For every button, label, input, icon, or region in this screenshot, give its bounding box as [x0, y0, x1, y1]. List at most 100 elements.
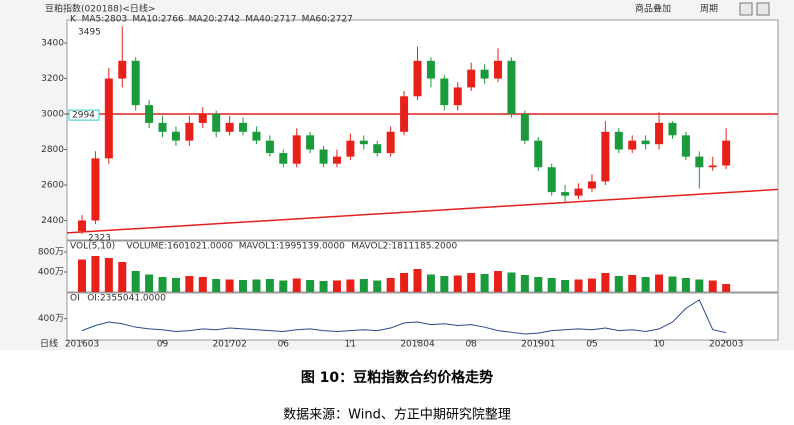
volume-bar: [400, 273, 409, 292]
volume-bar: [239, 280, 248, 292]
volume-bar: [319, 281, 328, 292]
x-tick-label: 11: [345, 340, 356, 350]
volume-bar: [292, 278, 301, 292]
candle-body: [78, 220, 86, 232]
volume-bar: [386, 278, 395, 292]
volume-bar: [346, 279, 355, 292]
volume-bar: [225, 279, 234, 292]
y-tick-label: 2600: [41, 181, 64, 191]
volume-bar: [279, 280, 288, 292]
toolbar-button[interactable]: 周期: [700, 4, 718, 15]
volume-bar: [332, 280, 341, 292]
candle-body: [628, 140, 637, 150]
candle-body: [198, 114, 207, 123]
candle-body: [695, 156, 704, 168]
volume-bar: [426, 274, 435, 292]
x-tick-label: 05: [586, 340, 597, 350]
volume-bar: [695, 279, 704, 292]
candle-body: [131, 60, 140, 106]
candle-body: [332, 156, 341, 164]
x-tick-label: 10: [653, 340, 665, 350]
volume-bar: [628, 275, 637, 292]
volume-bar: [641, 277, 650, 292]
candle-body: [641, 140, 650, 145]
volume-bar: [265, 279, 274, 292]
price-box-label: 2994: [72, 111, 95, 121]
candle-body: [668, 122, 677, 136]
legend-entry: MAVOL1:1995139.0000: [239, 242, 345, 252]
min-label: 2323: [88, 234, 111, 244]
candle-body: [118, 60, 127, 79]
legend-entry: MA10:2766: [132, 15, 184, 25]
candle-body: [346, 140, 355, 157]
candle-body: [252, 131, 261, 141]
candle-body: [480, 69, 489, 79]
trend-line: [66, 188, 779, 234]
candle-body: [440, 78, 449, 106]
legend-entry: MA60:2727: [302, 15, 353, 25]
volume-bar: [507, 272, 516, 292]
candle-body: [171, 131, 180, 141]
candle-body: [453, 87, 462, 106]
candle-body: [386, 131, 395, 154]
candle-body: [400, 96, 409, 132]
volume-bar: [453, 275, 462, 292]
y-tick-label: 400万: [38, 268, 64, 278]
x-tick-label: 08: [465, 340, 477, 350]
volume-bar: [440, 276, 449, 292]
toolbar-icon[interactable]: [756, 2, 770, 16]
candle-body: [104, 78, 113, 159]
volume-bar: [587, 278, 596, 292]
x-tick-label: 09: [157, 340, 169, 350]
candle-body: [494, 60, 503, 79]
volume-bar: [467, 273, 476, 292]
candle-body: [708, 165, 717, 168]
x-tick-label: 201702: [212, 340, 246, 350]
volume-bar: [118, 262, 127, 292]
legend-entry: VOL(5,10): [70, 242, 115, 252]
oi-panel: [66, 292, 779, 341]
candle-body: [373, 144, 382, 154]
volume-bar: [373, 280, 382, 292]
volume-bar: [520, 275, 529, 292]
y-tick-label: 3200: [41, 74, 64, 84]
candle-body: [239, 122, 248, 132]
legend-entry: MA20:2742: [189, 15, 240, 25]
volume-bar: [561, 280, 570, 292]
x-tick-label: 06: [278, 340, 290, 350]
toolbar-icon[interactable]: [739, 2, 753, 16]
volume-bar: [78, 259, 86, 292]
candle-body: [507, 60, 516, 115]
x-tick-label: 201901: [521, 340, 555, 350]
volume-bar: [494, 271, 503, 292]
volume-bar: [185, 276, 194, 292]
candle-body: [547, 167, 556, 193]
y-tick-label: 800万: [38, 248, 64, 258]
candle-body: [722, 140, 731, 166]
candle-body: [292, 135, 301, 164]
candle-body: [185, 122, 194, 141]
legend-entry: VOLUME:1601021.0000: [126, 242, 233, 252]
volume-bar: [359, 279, 368, 292]
legend-entry: K: [70, 15, 77, 25]
candle-body: [601, 131, 610, 182]
y-tick-label: 2400: [41, 216, 64, 226]
volume-bar: [601, 273, 610, 292]
volume-bar: [534, 277, 543, 292]
period-label: 日线: [40, 338, 58, 350]
candle-body: [306, 135, 315, 150]
y-tick-label: 2800: [41, 145, 64, 155]
source: 数据来源：Wind、方正中期研究院整理: [283, 407, 511, 423]
volume-bar: [131, 271, 140, 292]
volume-bar: [91, 256, 100, 292]
x-tick-label: 201804: [400, 340, 435, 350]
legend-entry: MAVOL2:1811185.2000: [351, 242, 457, 252]
candle-body: [212, 114, 221, 132]
volume-bar: [614, 276, 623, 292]
candle-body: [561, 192, 570, 196]
toolbar-button[interactable]: 商品叠加: [635, 3, 671, 15]
candle-body: [225, 122, 234, 132]
candle-body: [91, 158, 100, 221]
candle-body: [534, 140, 543, 168]
y-tick-label: 3400: [41, 39, 64, 49]
